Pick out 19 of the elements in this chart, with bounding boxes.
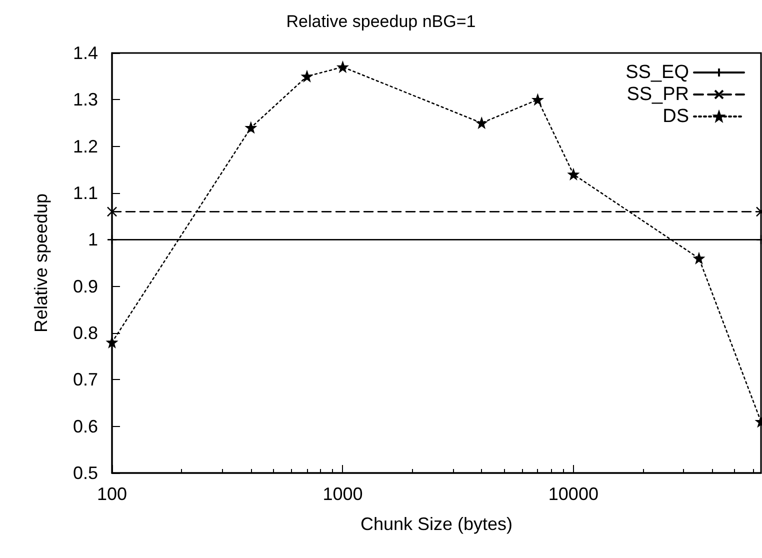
y-axis-title: Relative speedup — [31, 193, 51, 333]
x-axis-title: Chunk Size (bytes) — [360, 514, 513, 534]
x-tick-label: 1000 — [322, 484, 363, 504]
x-tick-label: 100 — [96, 484, 128, 504]
y-tick-label: 1 — [88, 230, 98, 250]
chart-title: Relative speedup nBG=1 — [286, 12, 476, 31]
y-tick-label: 1.3 — [72, 90, 98, 110]
y-tick-label: 1.1 — [72, 183, 98, 203]
y-tick-label: 0.6 — [72, 416, 98, 436]
y-tick-label: 0.8 — [72, 323, 98, 343]
y-tick-label: 0.9 — [72, 276, 98, 296]
y-tick-label: 0.5 — [72, 463, 98, 483]
legend-label: SS_EQ — [626, 62, 689, 83]
y-tick-label: 0.7 — [72, 370, 98, 390]
x-tick-label: 10000 — [548, 484, 598, 504]
y-tick-label: 1.4 — [72, 43, 98, 63]
y-tick-label: 1.2 — [72, 136, 98, 156]
legend-label: SS_PR — [626, 84, 689, 105]
legend-label: DS — [662, 106, 689, 127]
